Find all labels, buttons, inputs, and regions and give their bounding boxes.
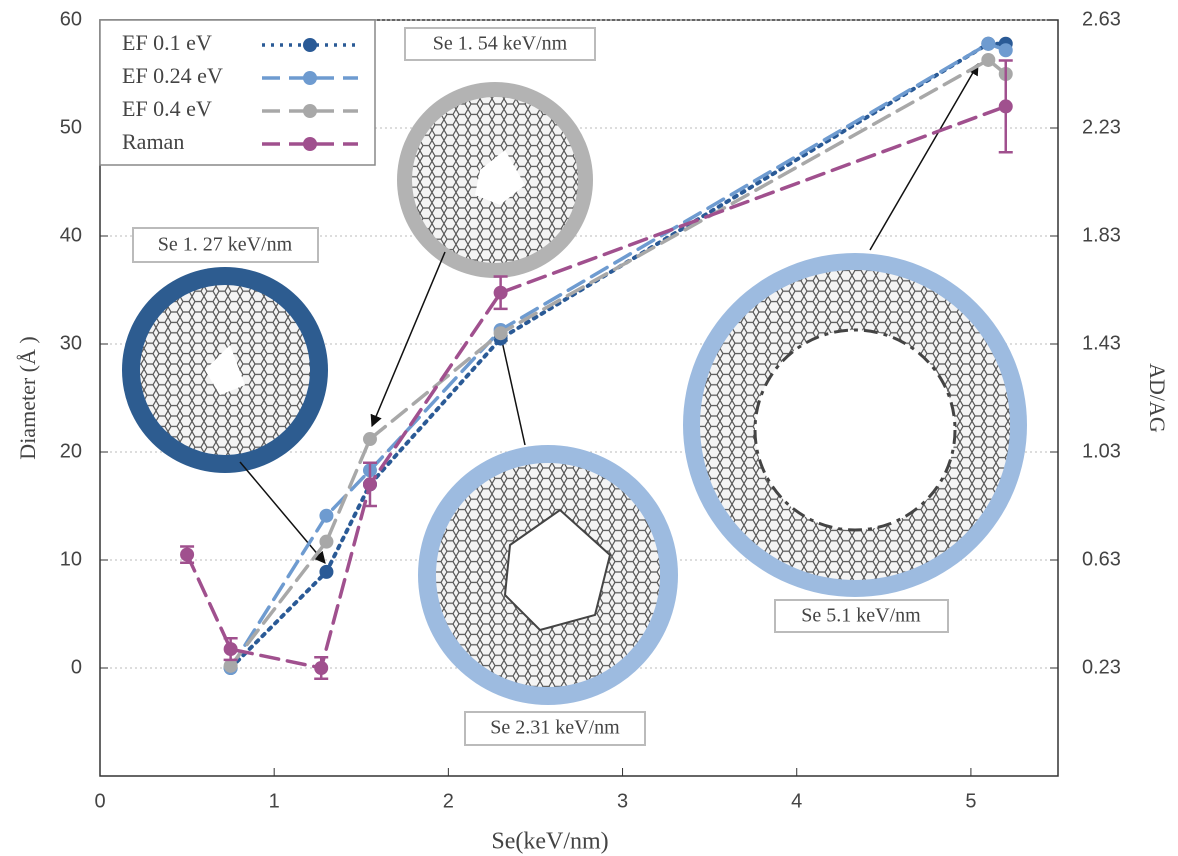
y2-tick-label: 1.83	[1082, 224, 1121, 246]
x-tick-label: 1	[269, 790, 280, 812]
point	[494, 286, 508, 300]
annotation: Se 2.31 keV/nm	[490, 717, 620, 739]
y-tick-label: 30	[60, 332, 82, 354]
point	[319, 535, 333, 549]
x-tick-label: 5	[965, 790, 976, 812]
y2-axis-label: AD/AG	[1145, 363, 1170, 433]
legend-marker	[303, 38, 317, 52]
annotation: Se 1. 54 keV/nm	[433, 33, 568, 55]
y2-tick-label: 0.63	[1082, 548, 1121, 570]
arrow	[870, 64, 978, 250]
x-tick-label: 4	[791, 790, 802, 812]
legend-label: Raman	[122, 129, 184, 154]
inset-1-54	[397, 82, 593, 278]
y-tick-label: 20	[60, 440, 82, 462]
arrow	[240, 462, 325, 563]
point	[981, 53, 995, 67]
legend-label: EF 0.1 eV	[122, 30, 212, 55]
point	[363, 432, 377, 446]
y-tick-label: 40	[60, 224, 82, 246]
arrow	[500, 332, 525, 445]
inset-5-1	[683, 253, 1027, 597]
legend-label: EF 0.4 eV	[122, 96, 212, 121]
point	[314, 661, 328, 675]
y2-tick-label: 0.23	[1082, 656, 1121, 678]
y2-tick-label: 2.63	[1082, 8, 1121, 30]
y2-tick-label: 2.23	[1082, 116, 1121, 138]
y-tick-label: 10	[60, 548, 82, 570]
x-tick-label: 2	[443, 790, 454, 812]
annotation: Se 1. 27 keV/nm	[158, 234, 293, 256]
y-tick-label: 0	[71, 656, 82, 678]
legend-marker	[303, 137, 317, 151]
point	[319, 509, 333, 523]
y-axis-label: Diameter (Å )	[15, 336, 40, 459]
point	[319, 565, 333, 579]
x-tick-label: 0	[94, 790, 105, 812]
point	[494, 326, 508, 340]
point	[999, 43, 1013, 57]
point	[363, 477, 377, 491]
y2-tick-label: 1.03	[1082, 440, 1121, 462]
point	[180, 548, 194, 562]
inset-1-27	[122, 267, 328, 473]
inset-2-31	[418, 445, 678, 705]
legend-marker	[303, 71, 317, 85]
legend-label: EF 0.24 eV	[122, 63, 223, 88]
y2-tick-label: 1.43	[1082, 332, 1121, 354]
point	[981, 37, 995, 51]
y-tick-label: 60	[60, 8, 82, 30]
x-tick-label: 3	[617, 790, 628, 812]
chart: 01020304050600.230.631.031.431.832.232.6…	[0, 0, 1178, 856]
point	[999, 99, 1013, 113]
x-axis-label: Se(keV/nm)	[491, 829, 608, 855]
legend-marker	[303, 104, 317, 118]
point	[224, 642, 238, 656]
annotation: Se 5.1 keV/nm	[801, 605, 921, 627]
y-tick-label: 50	[60, 116, 82, 138]
